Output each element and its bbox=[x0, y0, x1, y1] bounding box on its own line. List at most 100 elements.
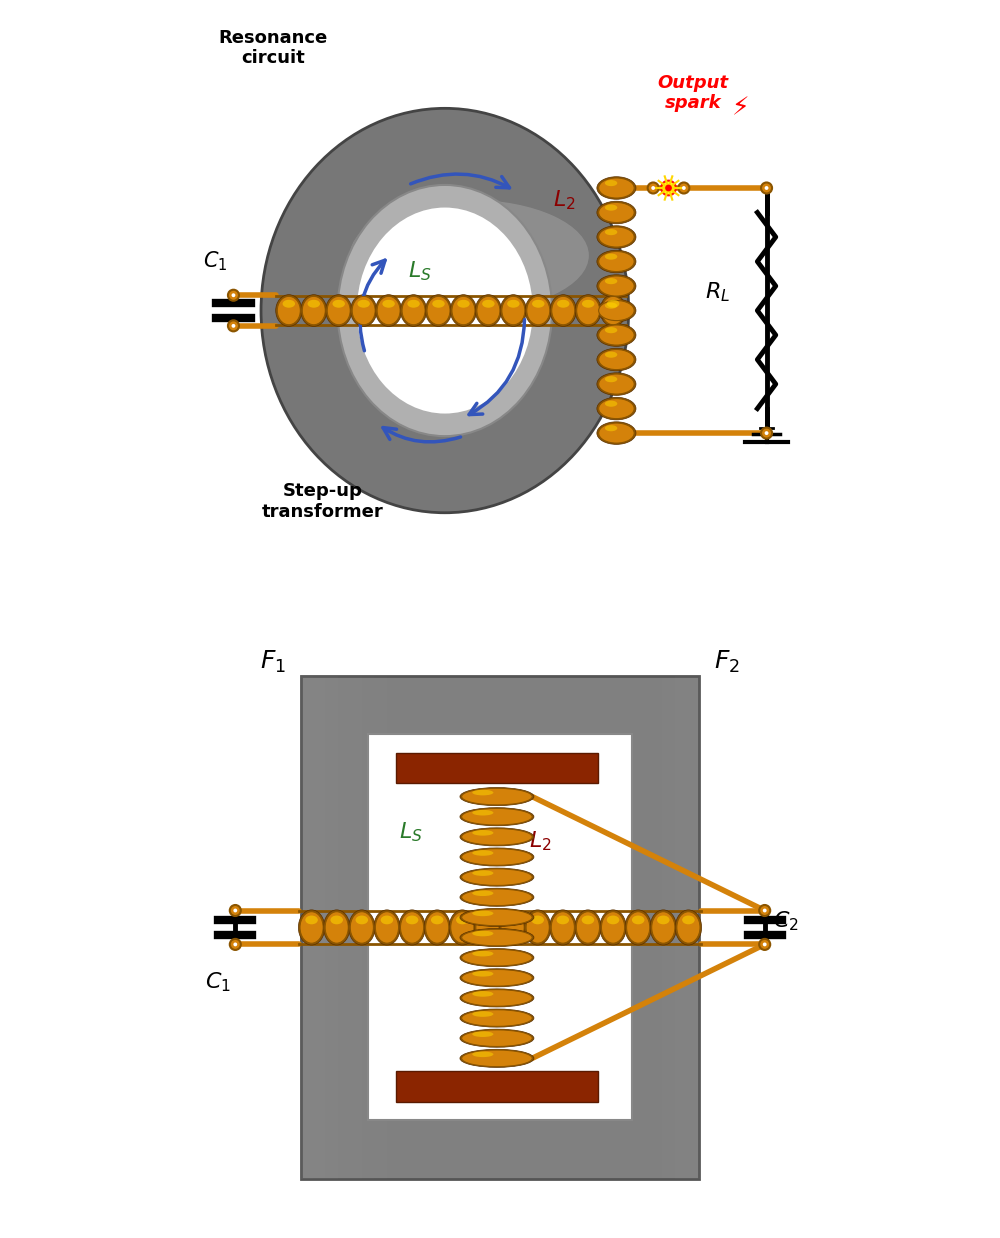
Circle shape bbox=[648, 182, 659, 193]
Ellipse shape bbox=[424, 910, 450, 945]
Ellipse shape bbox=[599, 349, 634, 370]
Ellipse shape bbox=[460, 928, 534, 947]
Ellipse shape bbox=[376, 295, 402, 327]
Ellipse shape bbox=[597, 324, 636, 347]
Ellipse shape bbox=[475, 295, 501, 327]
Ellipse shape bbox=[599, 178, 634, 198]
Ellipse shape bbox=[597, 422, 636, 444]
Ellipse shape bbox=[300, 911, 323, 943]
Ellipse shape bbox=[432, 300, 445, 308]
Text: $C_1$: $C_1$ bbox=[205, 971, 231, 994]
Ellipse shape bbox=[472, 992, 493, 997]
Bar bbox=[301, 676, 699, 1179]
Text: $F_2$: $F_2$ bbox=[714, 649, 740, 675]
Ellipse shape bbox=[375, 911, 399, 943]
Ellipse shape bbox=[599, 203, 634, 223]
Text: Output
spark: Output spark bbox=[657, 73, 729, 113]
Ellipse shape bbox=[462, 869, 532, 885]
Ellipse shape bbox=[460, 868, 534, 886]
Ellipse shape bbox=[575, 295, 601, 327]
Ellipse shape bbox=[551, 911, 574, 943]
Ellipse shape bbox=[599, 276, 634, 296]
Ellipse shape bbox=[407, 300, 420, 308]
Ellipse shape bbox=[324, 910, 350, 945]
Ellipse shape bbox=[599, 301, 634, 321]
Ellipse shape bbox=[452, 296, 475, 324]
Ellipse shape bbox=[524, 910, 551, 945]
Ellipse shape bbox=[305, 916, 318, 925]
Ellipse shape bbox=[462, 849, 532, 865]
Ellipse shape bbox=[605, 352, 617, 358]
Ellipse shape bbox=[301, 295, 327, 327]
Text: $R_L$: $R_L$ bbox=[705, 280, 730, 305]
Ellipse shape bbox=[477, 296, 500, 324]
Ellipse shape bbox=[425, 295, 452, 327]
Ellipse shape bbox=[472, 1011, 493, 1016]
Ellipse shape bbox=[627, 911, 650, 943]
Circle shape bbox=[228, 321, 239, 332]
Ellipse shape bbox=[575, 910, 601, 945]
Ellipse shape bbox=[557, 916, 569, 925]
Ellipse shape bbox=[597, 275, 636, 297]
Bar bbox=[362, 676, 374, 1179]
Ellipse shape bbox=[377, 296, 400, 324]
Ellipse shape bbox=[552, 296, 575, 324]
Ellipse shape bbox=[338, 184, 552, 436]
Ellipse shape bbox=[462, 1050, 532, 1067]
Text: $L_2$: $L_2$ bbox=[529, 829, 551, 853]
Text: $L_2$: $L_2$ bbox=[553, 188, 576, 212]
Text: Step-up
transformer: Step-up transformer bbox=[261, 482, 383, 521]
Ellipse shape bbox=[426, 911, 449, 943]
Ellipse shape bbox=[599, 326, 634, 345]
Bar bbox=[325, 676, 338, 1179]
Text: $C_2$: $C_2$ bbox=[773, 910, 798, 933]
Circle shape bbox=[230, 905, 241, 916]
Ellipse shape bbox=[605, 229, 617, 235]
Ellipse shape bbox=[330, 916, 343, 925]
Ellipse shape bbox=[499, 910, 526, 945]
Ellipse shape bbox=[597, 177, 636, 199]
Ellipse shape bbox=[462, 989, 532, 1006]
Ellipse shape bbox=[460, 848, 534, 867]
Ellipse shape bbox=[577, 296, 600, 324]
Ellipse shape bbox=[350, 911, 373, 943]
Ellipse shape bbox=[462, 909, 532, 926]
Ellipse shape bbox=[605, 425, 617, 431]
Ellipse shape bbox=[625, 910, 651, 945]
Ellipse shape bbox=[597, 202, 636, 224]
Ellipse shape bbox=[472, 1031, 493, 1037]
Ellipse shape bbox=[472, 931, 493, 936]
Ellipse shape bbox=[472, 829, 493, 836]
Ellipse shape bbox=[456, 916, 469, 925]
Bar bbox=[368, 734, 632, 1120]
Ellipse shape bbox=[302, 296, 325, 324]
Circle shape bbox=[761, 427, 772, 438]
Ellipse shape bbox=[650, 910, 676, 945]
Ellipse shape bbox=[472, 1051, 493, 1057]
Bar bbox=[374, 676, 387, 1179]
Ellipse shape bbox=[599, 374, 634, 394]
Ellipse shape bbox=[657, 916, 670, 925]
Ellipse shape bbox=[457, 300, 470, 308]
Ellipse shape bbox=[597, 397, 636, 420]
Ellipse shape bbox=[472, 851, 493, 855]
Bar bbox=[338, 676, 350, 1179]
Bar bbox=[699, 676, 711, 1179]
Ellipse shape bbox=[462, 789, 532, 805]
Ellipse shape bbox=[550, 295, 576, 327]
Ellipse shape bbox=[327, 296, 350, 324]
Bar bbox=[387, 676, 399, 1179]
Ellipse shape bbox=[462, 828, 532, 846]
Ellipse shape bbox=[298, 910, 325, 945]
Ellipse shape bbox=[632, 916, 644, 925]
Circle shape bbox=[763, 942, 767, 946]
Ellipse shape bbox=[374, 910, 400, 945]
Ellipse shape bbox=[261, 109, 629, 513]
Ellipse shape bbox=[277, 296, 300, 324]
Circle shape bbox=[665, 184, 672, 192]
Ellipse shape bbox=[460, 948, 534, 967]
Circle shape bbox=[233, 909, 237, 912]
Ellipse shape bbox=[599, 399, 634, 418]
Ellipse shape bbox=[472, 890, 493, 896]
Ellipse shape bbox=[607, 916, 619, 925]
